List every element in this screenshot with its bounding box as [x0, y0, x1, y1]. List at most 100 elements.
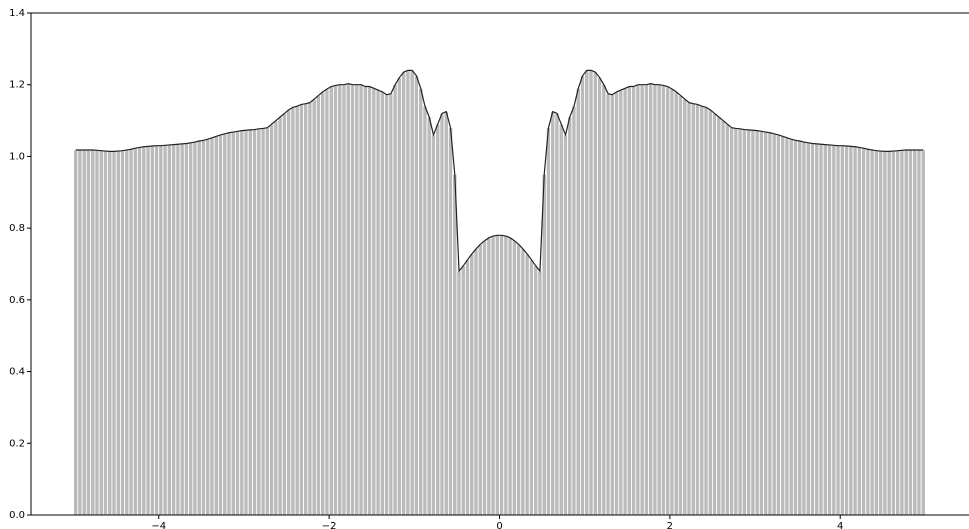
- bar: [137, 147, 143, 516]
- bar: [362, 86, 368, 516]
- bar: [465, 259, 471, 516]
- bar: [482, 240, 488, 516]
- bar: [814, 143, 820, 516]
- bar: [98, 150, 104, 516]
- bar: [439, 113, 445, 516]
- bar: [516, 243, 522, 516]
- bar: [741, 129, 747, 516]
- bar: [818, 143, 824, 516]
- bar: [712, 113, 718, 516]
- bar: [878, 150, 884, 516]
- bar: [413, 75, 419, 516]
- bar: [154, 145, 160, 516]
- bar: [890, 150, 896, 516]
- y-tick-label: 0.6: [9, 295, 25, 306]
- bar: [912, 149, 918, 516]
- bar: [379, 91, 385, 516]
- bar: [682, 98, 688, 516]
- bar: [430, 134, 437, 516]
- bar: [639, 84, 645, 516]
- bar: [290, 106, 296, 516]
- bar: [401, 71, 407, 516]
- bar: [499, 234, 505, 516]
- bar: [85, 149, 92, 516]
- bar: [73, 149, 79, 516]
- bar: [179, 143, 185, 516]
- bar: [575, 87, 581, 516]
- bar: [767, 132, 773, 516]
- x-tick-label: 4: [837, 521, 843, 529]
- bar: [895, 150, 901, 516]
- bar: [303, 103, 309, 516]
- bar: [477, 243, 483, 516]
- bar: [907, 149, 914, 516]
- bar: [294, 105, 300, 516]
- bar: [320, 91, 326, 516]
- bar: [631, 86, 637, 516]
- bar: [384, 94, 390, 516]
- bar: [162, 144, 168, 516]
- bar: [469, 253, 475, 516]
- bar: [494, 234, 500, 516]
- bar: [341, 84, 347, 516]
- bar: [643, 84, 649, 516]
- bar: [345, 83, 351, 516]
- bar: [827, 144, 833, 516]
- bar: [750, 129, 756, 516]
- bar: [720, 120, 726, 516]
- bar: [200, 139, 207, 516]
- bar: [690, 103, 696, 516]
- bar: [899, 149, 905, 516]
- bar: [188, 142, 194, 516]
- bar: [358, 84, 364, 516]
- bar: [754, 130, 760, 516]
- bar: [656, 84, 662, 516]
- bar: [648, 83, 654, 516]
- bar: [673, 91, 679, 516]
- bar: [243, 129, 249, 516]
- bar: [503, 235, 509, 516]
- bar: [588, 69, 594, 516]
- bar: [260, 128, 266, 516]
- bar: [418, 87, 424, 516]
- y-tick-label: 1.2: [9, 80, 25, 91]
- bar: [350, 84, 356, 516]
- bar: [618, 89, 624, 516]
- bar: [724, 123, 730, 516]
- bar: [541, 173, 547, 516]
- y-tick-label: 0.4: [9, 367, 25, 378]
- bar: [707, 109, 713, 516]
- bar: [801, 141, 807, 516]
- bar: [528, 259, 534, 516]
- bar: [452, 173, 458, 516]
- bar: [183, 143, 189, 516]
- bar: [784, 137, 790, 516]
- y-tick-label: 0.8: [9, 223, 25, 234]
- bar: [869, 149, 875, 516]
- bar: [665, 86, 671, 516]
- bar: [192, 141, 198, 516]
- bar: [269, 123, 275, 516]
- bar: [141, 146, 147, 516]
- bar: [558, 123, 564, 516]
- x-tick-label: 2: [667, 521, 673, 529]
- bar: [822, 144, 828, 516]
- bar: [435, 123, 441, 516]
- bar: [158, 145, 164, 516]
- bar: [771, 133, 777, 516]
- x-tick-label: −2: [322, 521, 337, 529]
- bar: [622, 87, 628, 516]
- bar: [103, 150, 109, 516]
- bar: [580, 75, 586, 516]
- bar: [614, 91, 620, 516]
- bar: [230, 131, 236, 516]
- bar: [758, 130, 764, 516]
- bar: [835, 145, 841, 516]
- bar: [746, 129, 752, 516]
- bar: [916, 149, 922, 516]
- bar: [882, 151, 888, 516]
- bar: [196, 140, 202, 516]
- bar: [205, 138, 211, 516]
- bar: [810, 143, 816, 516]
- bar: [669, 88, 675, 516]
